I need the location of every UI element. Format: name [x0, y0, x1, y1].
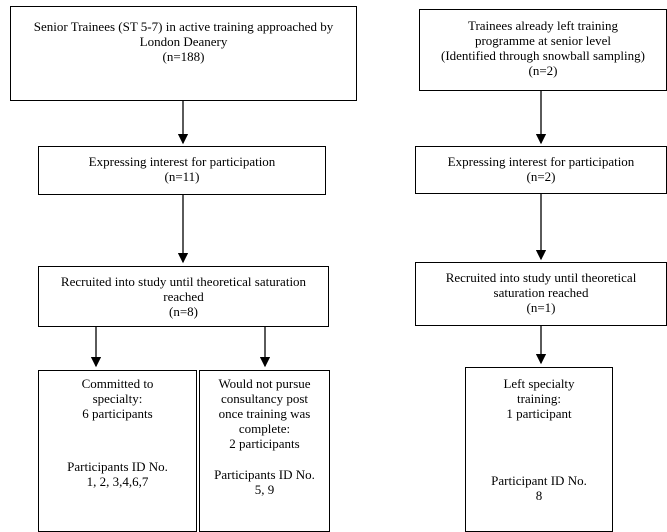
text: 1, 2, 3,4,6,7 [86, 474, 149, 489]
left-box-committed: Committed to specialty: 6 participants P… [38, 370, 197, 532]
text: Committed to [81, 376, 154, 391]
text: Expressing interest for participation [447, 154, 635, 169]
text: 2 participants [229, 436, 300, 451]
right-box-recruited: Recruited into study until theoretical s… [415, 262, 667, 326]
text: 1 participant [506, 406, 572, 421]
text: London Deanery [139, 34, 228, 49]
text: complete: [238, 421, 291, 436]
left-box-interest: Expressing interest for participation (n… [38, 146, 326, 195]
text: (n=2) [526, 169, 556, 184]
text: (n=11) [164, 169, 200, 184]
text: 8 [535, 488, 543, 503]
text: Trainees already left training [467, 18, 619, 33]
text: consultancy post [220, 391, 308, 406]
right-box-already-left: Trainees already left training programme… [419, 9, 667, 91]
text: once training was [218, 406, 311, 421]
text: specialty: [92, 391, 143, 406]
text: (n=188) [162, 49, 205, 64]
text: Recruited into study until theoretical [445, 270, 637, 285]
text: Recruited into study until theoretical s… [60, 274, 307, 289]
text: Expressing interest for participation [88, 154, 276, 169]
left-box-approached: Senior Trainees (ST 5-7) in active train… [10, 6, 357, 101]
text: 5, 9 [254, 482, 275, 497]
text: Participants ID No. [214, 467, 315, 482]
text: saturation reached [493, 285, 589, 300]
text: Would not pursue [218, 376, 311, 391]
left-box-recruited: Recruited into study until theoretical s… [38, 266, 329, 327]
text: training: [516, 391, 562, 406]
right-box-interest: Expressing interest for participation (n… [415, 146, 667, 194]
text: Left specialty [503, 376, 575, 391]
text: (Identified through snowball sampling) [441, 48, 645, 63]
text: programme at senior level [474, 33, 612, 48]
text: reached [163, 289, 204, 304]
text: 6 participants [82, 406, 153, 421]
text: Participants ID No. [67, 459, 168, 474]
text: (n=1) [526, 300, 556, 315]
text: Participant ID No. [491, 473, 587, 488]
text: (n=2) [528, 63, 558, 78]
text: (n=8) [169, 304, 198, 319]
left-box-not-pursue: Would not pursue consultancy post once t… [199, 370, 330, 532]
text: Senior Trainees (ST 5-7) in active train… [33, 19, 334, 34]
right-box-left-specialty: Left specialty training: 1 participant P… [465, 367, 613, 532]
